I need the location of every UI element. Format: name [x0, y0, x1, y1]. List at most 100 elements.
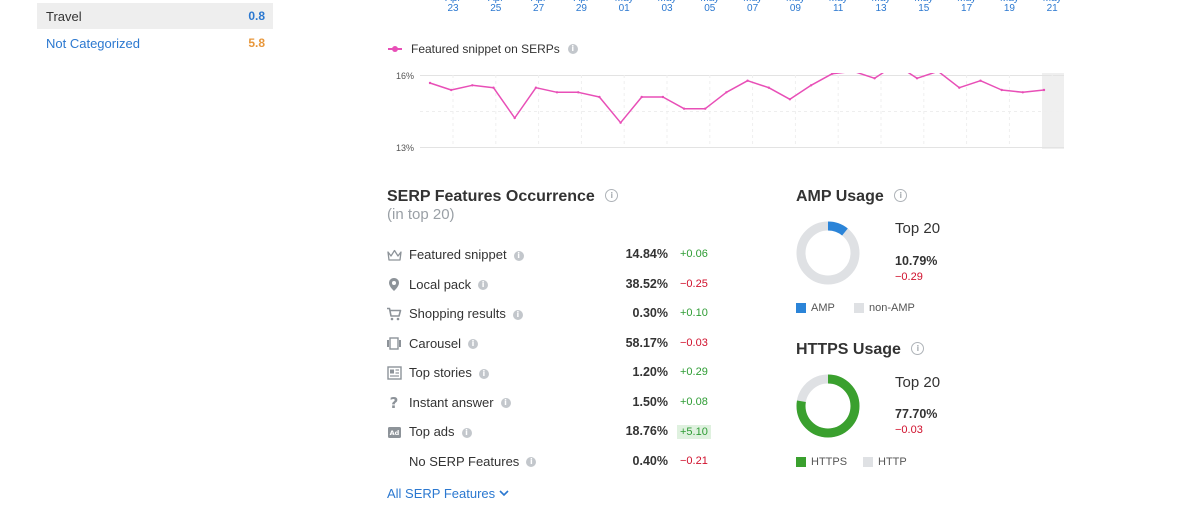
date-axis-month: May: [780, 0, 810, 4]
data-point[interactable]: [428, 81, 432, 85]
data-point[interactable]: [915, 77, 919, 80]
data-point[interactable]: [873, 77, 876, 80]
data-point[interactable]: [661, 95, 665, 99]
data-point[interactable]: [682, 107, 686, 110]
carousel-icon: [386, 336, 402, 352]
date-axis-month: May: [609, 0, 639, 4]
data-point[interactable]: [958, 86, 961, 89]
cart-icon: [386, 306, 402, 322]
serp-feature-label: Top stories: [409, 365, 472, 380]
data-point[interactable]: [979, 79, 982, 82]
serp-feature-label-wrap: No SERP Features i: [409, 454, 537, 469]
date-axis-month: May: [652, 0, 682, 4]
y-tick-label-bottom: 13%: [396, 143, 415, 153]
info-icon[interactable]: i: [468, 339, 479, 350]
data-point[interactable]: [1042, 88, 1046, 92]
serp-feature-row: Top stories i 1.20% +0.29: [386, 362, 716, 384]
info-icon[interactable]: i: [894, 189, 908, 203]
serp-feature-delta: −0.03: [680, 336, 708, 349]
serp-feature-percent: 1.20%: [632, 365, 668, 379]
data-point[interactable]: [534, 86, 538, 89]
info-icon[interactable]: i: [567, 44, 578, 54]
category-row[interactable]: Travel 0.8: [37, 3, 273, 29]
date-axis-day: 09: [789, 3, 801, 14]
data-point[interactable]: [704, 107, 707, 110]
date-axis-month: Apr: [438, 0, 468, 4]
info-icon[interactable]: i: [478, 368, 489, 379]
data-point[interactable]: [598, 95, 601, 99]
y-tick-label-top: 16%: [396, 71, 415, 81]
chart-legend: Featured snippet on SERPs i: [388, 42, 578, 56]
serp-feature-delta: +5.10: [677, 425, 711, 439]
date-axis-month: Apr: [524, 0, 554, 4]
data-point[interactable]: [831, 73, 834, 75]
data-point[interactable]: [1000, 88, 1003, 92]
category-value: 5.8: [248, 36, 265, 50]
data-point[interactable]: [513, 116, 516, 120]
amp-legend-non-amp: non-AMP: [854, 302, 915, 314]
serp-feature-delta: −0.25: [680, 277, 708, 290]
date-axis-month: Apr: [481, 0, 511, 4]
non-amp-legend-label: non-AMP: [869, 302, 915, 314]
legend-swatch-featured-snippet: [388, 46, 402, 52]
https-legend-http: HTTP: [863, 456, 907, 468]
all-serp-features-link[interactable]: All SERP Features: [387, 486, 509, 501]
https-usage-title: HTTPS Usage i: [796, 341, 925, 359]
date-axis-label: May07: [738, 0, 768, 14]
all-serp-features-label: All SERP Features: [387, 486, 496, 501]
data-point[interactable]: [492, 86, 495, 89]
serp-feature-label-wrap: Top stories i: [409, 365, 489, 380]
serp-feature-percent: 0.40%: [632, 453, 668, 468]
http-legend-swatch: [863, 457, 873, 467]
date-axis-day: 15: [918, 3, 930, 14]
amp-legend-label: AMP: [811, 302, 835, 314]
date-axis-label: May17: [952, 0, 982, 14]
category-row[interactable]: Not Categorized 5.8: [37, 30, 273, 56]
info-icon[interactable]: i: [911, 342, 925, 356]
data-point[interactable]: [577, 91, 580, 94]
amp-usage-title: AMP Usage i: [796, 188, 908, 206]
info-icon[interactable]: i: [500, 398, 511, 409]
data-point[interactable]: [788, 98, 792, 101]
info-icon[interactable]: i: [605, 189, 619, 203]
data-point[interactable]: [450, 88, 453, 92]
serp-feature-label-wrap: Carousel i: [409, 335, 479, 351]
serp-feature-row: ? Instant answer i 1.50% +0.08: [386, 392, 716, 414]
date-axis-month: May: [1037, 0, 1067, 4]
https-legend-label: HTTPS: [811, 456, 848, 468]
date-axis-month: May: [738, 0, 768, 4]
info-icon[interactable]: i: [526, 457, 537, 468]
legend-label-featured-snippet: Featured snippet on SERPs: [411, 42, 560, 56]
data-point[interactable]: [746, 79, 749, 82]
info-icon[interactable]: i: [461, 427, 472, 438]
serp-feature-percent: 1.50%: [632, 394, 668, 409]
data-point[interactable]: [1021, 91, 1024, 94]
serp-feature-delta: −0.21: [680, 454, 708, 467]
serp-feature-label: Carousel: [409, 335, 462, 351]
data-point[interactable]: [555, 91, 559, 94]
serp-features-title-text: SERP Features Occurrence: [387, 188, 595, 205]
info-icon[interactable]: i: [512, 309, 523, 320]
data-point[interactable]: [767, 86, 770, 89]
date-axis-label: Apr25: [481, 0, 511, 14]
serp-feature-label-wrap: Top ads i: [409, 424, 472, 439]
data-point[interactable]: [471, 84, 474, 87]
https-donut-value-arc: [796, 374, 860, 438]
data-point[interactable]: [725, 91, 728, 94]
date-axis-label: May19: [994, 0, 1024, 14]
info-icon[interactable]: i: [513, 250, 524, 261]
news-icon: [386, 365, 402, 381]
data-point[interactable]: [619, 121, 622, 124]
date-axis-label: Apr27: [524, 0, 554, 14]
data-point[interactable]: [640, 95, 643, 99]
non-amp-legend-swatch: [854, 303, 864, 313]
amp-donut-rest: [796, 221, 860, 285]
date-axis-month: May: [695, 0, 725, 4]
info-icon[interactable]: i: [478, 280, 489, 291]
data-point[interactable]: [809, 84, 813, 87]
chevron-down-icon: [499, 490, 509, 497]
date-axis-month: May: [866, 0, 896, 4]
serp-feature-label: Shopping results: [409, 306, 506, 321]
date-axis-month: May: [823, 0, 853, 4]
serp-feature-label: Instant answer: [409, 394, 494, 410]
